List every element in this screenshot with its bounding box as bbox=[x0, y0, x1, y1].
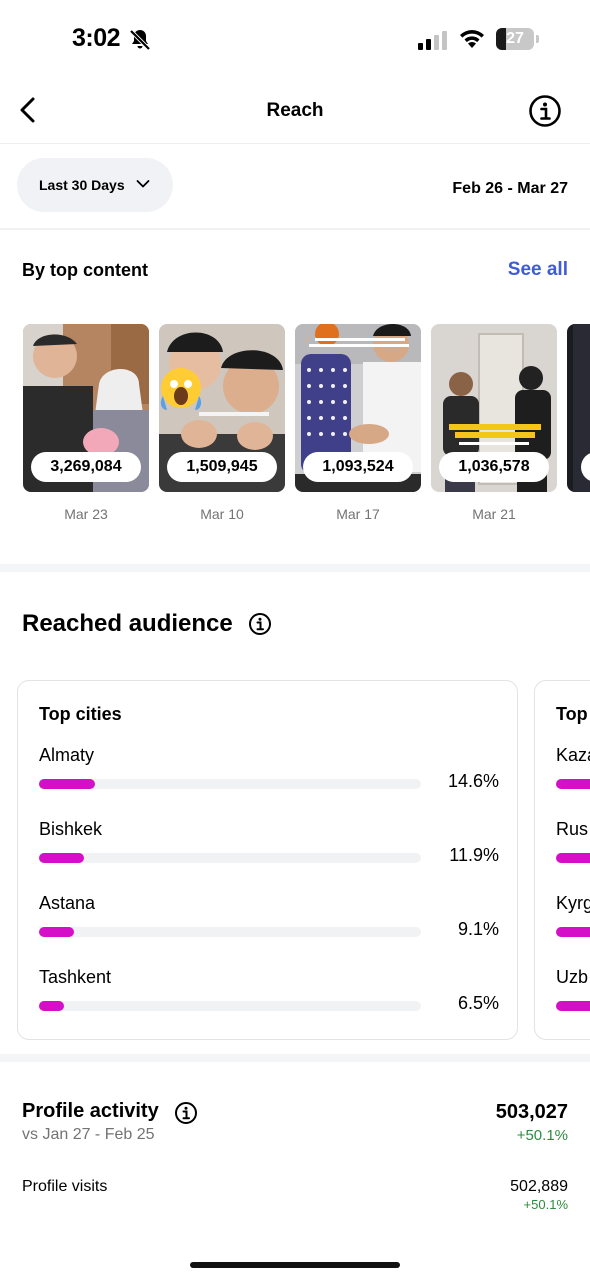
content-thumbnail[interactable]: 3,269,084 bbox=[23, 324, 149, 492]
bar-fill bbox=[556, 1001, 590, 1011]
country-name: Kaza bbox=[556, 745, 590, 765]
bar-fill bbox=[556, 779, 590, 789]
country-row: Rus bbox=[556, 819, 590, 889]
status-time: 3:02 bbox=[72, 24, 121, 52]
bar-track bbox=[556, 927, 590, 937]
bar-fill bbox=[556, 853, 590, 863]
reach-count-badge: 1,093,524 bbox=[303, 452, 413, 482]
profile-visits-value: 502,889 bbox=[510, 1178, 568, 1195]
bar-fill bbox=[39, 1001, 64, 1011]
info-icon[interactable] bbox=[174, 1101, 198, 1125]
bar-track bbox=[556, 1001, 590, 1011]
top-cities-card: Top cities Almaty 14.6% Bishkek 11.9% As… bbox=[17, 680, 518, 1040]
city-row: Bishkek 11.9% bbox=[39, 819, 499, 889]
bar-fill bbox=[39, 927, 74, 937]
divider bbox=[0, 228, 590, 230]
home-indicator[interactable] bbox=[190, 1262, 400, 1268]
card-title: Top bbox=[556, 704, 588, 724]
city-percent: 6.5% bbox=[457, 993, 499, 1013]
see-all-link[interactable]: See all bbox=[507, 259, 568, 280]
bar-fill bbox=[39, 779, 95, 789]
country-row: Kyrg bbox=[556, 893, 590, 963]
bar-track bbox=[39, 1001, 421, 1011]
back-arrow-icon[interactable] bbox=[14, 94, 42, 126]
wifi-icon bbox=[460, 30, 484, 48]
reach-count-badge: 1,509,945 bbox=[167, 452, 277, 482]
bar-track bbox=[39, 853, 421, 863]
status-bar: 3:02 27 bbox=[0, 0, 590, 80]
city-name: Almaty bbox=[39, 745, 95, 765]
country-row: Uzb bbox=[556, 967, 590, 1037]
city-name: Bishkek bbox=[39, 819, 103, 839]
city-percent: 14.6% bbox=[447, 771, 499, 791]
content-thumbnail[interactable] bbox=[567, 324, 590, 492]
comparison-period: vs Jan 27 - Feb 25 bbox=[22, 1126, 155, 1143]
content-date: Mar 23 bbox=[64, 506, 108, 522]
section-divider bbox=[0, 1054, 590, 1062]
info-icon[interactable] bbox=[248, 612, 272, 636]
city-row: Tashkent 6.5% bbox=[39, 967, 499, 1037]
section-divider bbox=[0, 564, 590, 572]
content-thumbnail[interactable]: 1,509,945 bbox=[159, 324, 285, 492]
city-row: Astana 9.1% bbox=[39, 893, 499, 963]
reached-audience-title: Reached audience bbox=[22, 610, 233, 637]
content-date: Mar 10 bbox=[200, 506, 244, 522]
city-percent: 9.1% bbox=[457, 919, 499, 939]
country-name: Kyrg bbox=[556, 893, 590, 913]
content-thumbnail[interactable]: 1,036,578 bbox=[431, 324, 557, 492]
card-title: Top cities bbox=[39, 704, 122, 724]
city-percent: 11.9% bbox=[449, 845, 499, 865]
chevron-down-icon bbox=[136, 180, 150, 188]
bar-fill bbox=[556, 927, 590, 937]
battery-indicator: 27 bbox=[496, 28, 540, 50]
profile-visits-label: Profile visits bbox=[22, 1178, 108, 1195]
cellular-signal-icon bbox=[418, 31, 447, 50]
page-title: Reach bbox=[266, 100, 324, 121]
top-content-title: By top content bbox=[22, 260, 148, 280]
battery-fill bbox=[496, 28, 506, 50]
reach-count-badge: 1,036,578 bbox=[439, 452, 549, 482]
country-name: Uzb bbox=[556, 967, 589, 987]
filter-row: Last 30 Days Feb 26 - Mar 27 bbox=[0, 144, 590, 230]
bar-track bbox=[556, 779, 590, 789]
profile-activity-total: 503,027 bbox=[495, 1101, 568, 1123]
bar-track bbox=[39, 779, 421, 789]
bar-track bbox=[556, 853, 590, 863]
reach-count-badge: 3,269,084 bbox=[31, 452, 141, 482]
content-date: Mar 21 bbox=[472, 506, 516, 522]
bar-fill bbox=[39, 853, 84, 863]
city-name: Tashkent bbox=[39, 967, 112, 987]
top-content-carousel[interactable]: 3,269,084 Mar 23 1,509,945 Mar 10 bbox=[23, 324, 590, 534]
date-range-dropdown[interactable]: Last 30 Days bbox=[17, 158, 173, 212]
content-thumbnail[interactable]: 1,093,524 bbox=[295, 324, 421, 492]
top-countries-card: Top Kaza Rus Kyrg Uzb bbox=[534, 680, 590, 1040]
profile-visits-change: +50.1% bbox=[523, 1197, 568, 1212]
city-name: Astana bbox=[39, 893, 96, 913]
city-row: Almaty 14.6% bbox=[39, 745, 499, 815]
content-date: Mar 17 bbox=[336, 506, 380, 522]
country-name: Rus bbox=[556, 819, 589, 839]
date-range-label: Last 30 Days bbox=[39, 177, 125, 193]
battery-level: 27 bbox=[506, 30, 524, 47]
top-nav: Reach bbox=[0, 80, 590, 144]
country-row: Kaza bbox=[556, 745, 590, 815]
bar-track bbox=[39, 927, 421, 937]
profile-activity-change: +50.1% bbox=[516, 1127, 568, 1144]
info-icon[interactable] bbox=[528, 94, 562, 128]
video-thumbnail-image bbox=[567, 324, 590, 492]
date-range-text: Feb 26 - Mar 27 bbox=[452, 180, 568, 197]
bell-off-icon bbox=[129, 29, 151, 51]
profile-activity-title: Profile activity bbox=[22, 1100, 159, 1122]
